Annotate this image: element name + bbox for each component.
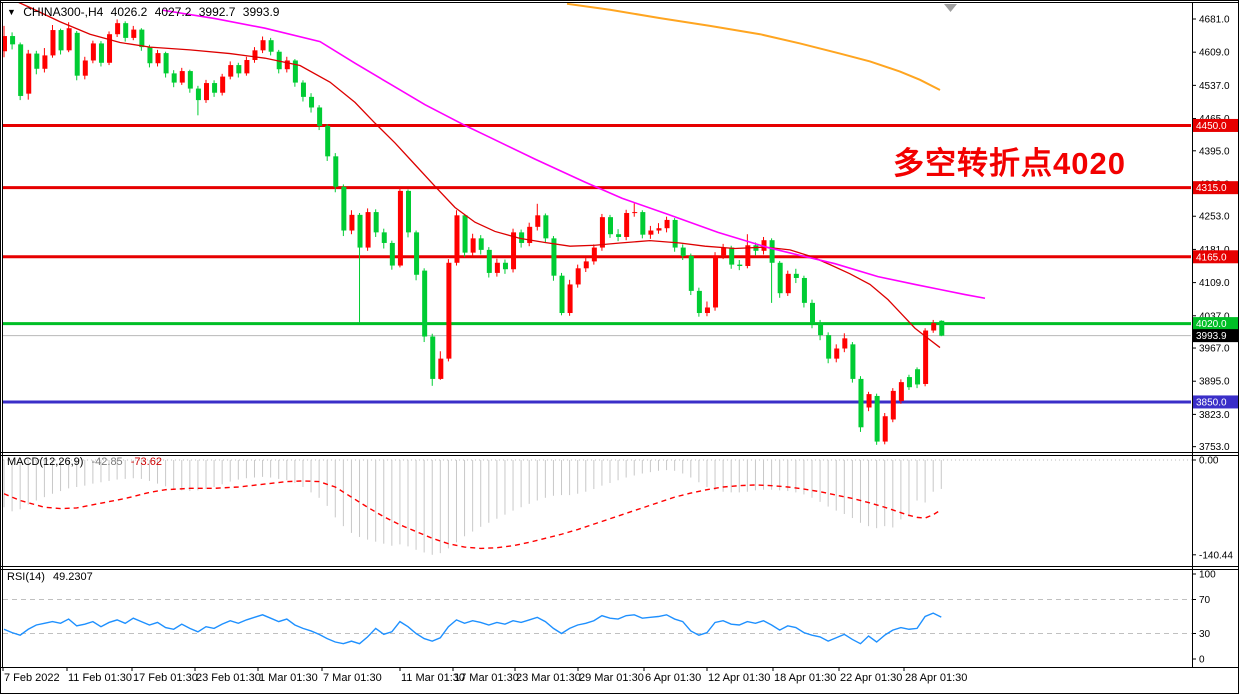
ohlc-close: 3993.9 (242, 5, 280, 19)
price-tag: 4020.0 (1196, 319, 1227, 330)
macd-signal-value: -73.62 (130, 456, 162, 468)
time-tick-label: 17 Mar 01:30 (454, 672, 519, 684)
ohlc-low: 3992.7 (198, 5, 236, 19)
macd-label: MACD(12,26,9) (7, 456, 84, 468)
price-tick-label: 4537.0 (1199, 81, 1230, 92)
time-tick-label: 22 Apr 01:30 (840, 672, 902, 684)
price-tick-label: 3895.0 (1199, 377, 1230, 388)
time-tick-label: 11 Mar 01:30 (401, 672, 465, 684)
time-tick-label: 23 Feb 01:30 (196, 672, 261, 684)
price-tick-label: 3967.0 (1199, 344, 1230, 355)
symbol-expander-icon[interactable]: ▼ (7, 7, 16, 17)
symbol-period-label: CHINA300-,H4 (23, 5, 104, 19)
price-tag: 4315.0 (1196, 183, 1227, 194)
rsi-indicator-header: RSI(14) 49.2307 (7, 571, 98, 583)
price-tick-label: 4253.0 (1199, 212, 1230, 223)
rsi-axis-label: 0 (1199, 655, 1205, 666)
time-tick-label: 7 Mar 01:30 (323, 672, 382, 684)
trendline-orange[interactable] (566, 3, 941, 91)
macd-axis-label: -140.44 (1199, 550, 1233, 561)
time-tick-label: 29 Mar 01:30 (579, 672, 644, 684)
price-tag: 3993.9 (1196, 331, 1227, 342)
macd-main-value: -42.85 (91, 456, 123, 468)
price-tick-label: 4395.0 (1199, 146, 1230, 157)
macd-indicator-header: MACD(12,26,9) -42.85 -73.62 (7, 456, 167, 468)
rsi-line (3, 612, 942, 645)
price-tag: 4450.0 (1196, 121, 1227, 132)
macd-axis-label: 0.00 (1199, 456, 1219, 467)
price-axis[interactable]: 4681.04609.04537.04465.04395.04323.04253… (1192, 3, 1238, 667)
ma-red-line (18, 3, 941, 349)
time-tick-label: 17 Feb 01:30 (133, 672, 198, 684)
time-tick-label: 1 Mar 01:30 (259, 672, 318, 684)
time-tick-label: 28 Apr 01:30 (905, 672, 967, 684)
rsi-label: RSI(14) (7, 571, 45, 583)
rsi-axis-label: 70 (1199, 595, 1211, 606)
macd-signal-line (3, 480, 942, 550)
price-tag: 4165.0 (1196, 252, 1227, 263)
time-tick-label: 23 Mar 01:30 (516, 672, 581, 684)
candlesticks (3, 19, 945, 445)
ohlc-high: 4027.2 (154, 5, 192, 19)
time-tick-label: 12 Apr 01:30 (708, 672, 770, 684)
macd-panel[interactable]: 0.00 -140.44 (3, 456, 1233, 562)
price-tag: 3850.0 (1196, 397, 1227, 408)
pivot-annotation-text[interactable]: 多空转折点4020 (893, 146, 1126, 181)
price-tick-label: 3823.0 (1199, 410, 1230, 421)
rsi-value: 49.2307 (52, 571, 93, 583)
price-tick-label: 4037.0 (1199, 311, 1230, 322)
chart-title: ▼ CHINA300-,H4 4026.2 4027.2 3992.7 3993… (7, 5, 283, 19)
scroll-end-icon[interactable] (944, 4, 957, 12)
time-tick-label: 18 Apr 01:30 (774, 672, 836, 684)
ohlc-open: 4026.2 (110, 5, 148, 19)
price-tick-label: 3753.0 (1199, 442, 1230, 453)
price-panel[interactable] (2, 0, 1192, 445)
rsi-axis-label: 30 (1199, 629, 1211, 640)
price-tick-label: 4609.0 (1199, 48, 1230, 59)
price-tick-label: 4681.0 (1199, 15, 1230, 26)
time-tick-label: 7 Feb 2022 (4, 672, 60, 684)
rsi-axis-label: 100 (1199, 570, 1216, 581)
time-tick-label: 11 Feb 01:30 (68, 672, 132, 684)
price-tick-label: 4109.0 (1199, 278, 1230, 289)
ma-magenta-line (162, 9, 986, 300)
rsi-panel[interactable]: 100 70 30 0 (3, 570, 1216, 666)
time-tick-label: 6 Apr 01:30 (645, 672, 701, 684)
